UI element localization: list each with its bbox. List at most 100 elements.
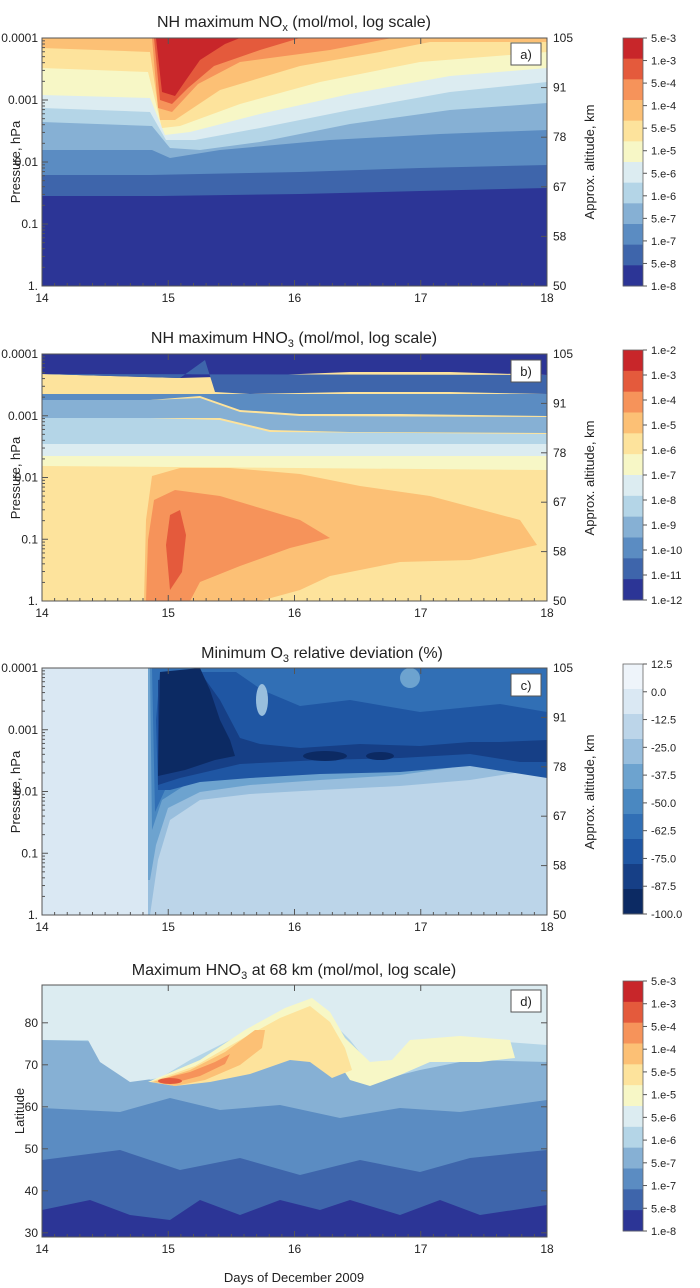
y-tick-label: 0.0001 bbox=[1, 347, 38, 361]
colorbar-segment bbox=[623, 516, 643, 538]
y2-tick-label: 91 bbox=[553, 396, 567, 410]
colorbar-segment bbox=[623, 1064, 643, 1086]
colorbar-tick-label: 1.e-3 bbox=[651, 56, 676, 68]
y2-tick-label: 50 bbox=[553, 279, 567, 293]
y-tick-label: 0.1 bbox=[21, 217, 38, 231]
panel-d-ticks: 14 15 16 17 18 30 40 50 60 70 80 bbox=[25, 985, 554, 1256]
x-tick-label: 16 bbox=[288, 920, 302, 934]
y2-tick-label: 50 bbox=[553, 908, 567, 922]
colorbar-segment bbox=[623, 558, 643, 580]
colorbar-tick-label: 5.e-5 bbox=[651, 123, 676, 135]
x-tick-label: 18 bbox=[540, 1242, 554, 1256]
panel-b: NH maximum HNO3 (mol/mol, log scale) b) … bbox=[1, 330, 597, 620]
panel-a-contours bbox=[42, 38, 547, 286]
x-tick-label: 16 bbox=[288, 606, 302, 620]
colorbar-tick-label: 1.e-7 bbox=[651, 470, 676, 482]
x-tick-label: 17 bbox=[414, 606, 428, 620]
contour-band bbox=[42, 668, 148, 915]
y-tick-label: 0.001 bbox=[8, 723, 38, 737]
x-tick-label: 16 bbox=[288, 1242, 302, 1256]
contour-band bbox=[42, 1200, 547, 1237]
colorbar-segment bbox=[623, 1126, 643, 1149]
colorbar-segment bbox=[623, 1022, 643, 1044]
colorbar-tick-label: 1.e-11 bbox=[651, 570, 681, 582]
colorbar-frame bbox=[622, 37, 644, 287]
contour-band bbox=[153, 1030, 265, 1086]
panel-c-ticks: 14 15 16 17 18 0.0001 0.001 0.01 0.1 1. 105 91 78 67 5… bbox=[1, 661, 573, 934]
colorbar-segment bbox=[623, 38, 643, 60]
y-tick-label: 0.001 bbox=[8, 409, 38, 423]
x-tick-label: 14 bbox=[35, 920, 49, 934]
contour-band bbox=[144, 468, 537, 601]
y2-tick-label: 105 bbox=[553, 31, 573, 45]
colorbar-a: 5.e-3 1.e-3 5.e-4 1.e-4 5.e-5 1.e-5 5.e-6 1.e-6… bbox=[622, 33, 676, 293]
colorbar-tick-label: 1.e-5 bbox=[651, 146, 676, 158]
colorbar-tick-label: 1.e-5 bbox=[651, 1090, 676, 1102]
y-tick-label: 60 bbox=[25, 1100, 39, 1114]
panel-d: Maximum HNO3 at 68 km (mol/mol, log scal… bbox=[12, 962, 554, 1285]
y2-tick-label: 78 bbox=[553, 760, 567, 774]
contour-band bbox=[166, 510, 186, 590]
y-axis-label: Pressure, hPa bbox=[8, 436, 23, 519]
x-tick-label: 14 bbox=[35, 291, 49, 305]
x-tick-label: 18 bbox=[540, 606, 554, 620]
y-tick-label: 0.1 bbox=[21, 846, 38, 860]
panel-d-title: Maximum HNO3 at 68 km (mol/mol, log scal… bbox=[132, 962, 456, 982]
colorbar-tick-label: -100.0 bbox=[651, 909, 682, 921]
colorbar-tick-label: 1.e-3 bbox=[651, 370, 676, 382]
panel-c-label: c) bbox=[510, 673, 542, 697]
contour-band bbox=[400, 668, 420, 688]
x-tick-label: 17 bbox=[414, 291, 428, 305]
colorbar-tick-label: -25.0 bbox=[651, 742, 676, 754]
panel-c-title: Minimum O3 relative deviation (%) bbox=[201, 645, 443, 665]
y2-axis-label: Approx. altitude, km bbox=[582, 105, 597, 220]
colorbar-tick-label: -50.0 bbox=[651, 798, 676, 810]
panel-a-ticks: 14 15 16 17 18 0.0001 0.001 0.01 0.1 1. 105 91 78 67 5… bbox=[1, 31, 573, 305]
y-tick-label: 1. bbox=[28, 594, 38, 608]
colorbar-segment bbox=[623, 1043, 643, 1065]
panel-d-contours bbox=[42, 985, 547, 1237]
colorbar-segment bbox=[623, 475, 643, 497]
colorbar-c: 12.5 0.0 -12.5 -25.0 -37.5 -50.0 -62.5 -75.0 -87… bbox=[622, 659, 682, 921]
x-tick-label: 14 bbox=[35, 606, 49, 620]
colorbar-segment bbox=[623, 495, 643, 518]
colorbar-segment bbox=[623, 265, 643, 287]
colorbar-tick-label: 1.e-8 bbox=[651, 281, 676, 293]
colorbar-tick-label: -75.0 bbox=[651, 853, 676, 865]
colorbar-tick-label: 1.e-7 bbox=[651, 1181, 676, 1193]
colorbar-segment bbox=[623, 789, 643, 815]
y2-tick-label: 78 bbox=[553, 446, 567, 460]
colorbar-tick-label: 5.e-8 bbox=[651, 1203, 676, 1215]
panel-b-ticks: 14 15 16 17 18 0.0001 0.001 0.01 0.1 1. 105 91 78 67 5… bbox=[1, 347, 573, 620]
colorbar-tick-label: 5.e-7 bbox=[651, 213, 676, 225]
contour-band bbox=[158, 1078, 182, 1084]
y-tick-label: 30 bbox=[25, 1226, 39, 1240]
x-tick-label: 17 bbox=[414, 1242, 428, 1256]
y-tick-label: 40 bbox=[25, 1184, 39, 1198]
y-tick-label: 0.0001 bbox=[1, 31, 38, 45]
colorbar-segment bbox=[623, 141, 643, 163]
y-tick-label: 1. bbox=[28, 279, 38, 293]
colorbar-b: 1.e-2 1.e-3 1.e-4 1.e-5 1.e-6 1.e-7 1.e-8 1.e-9… bbox=[622, 345, 682, 607]
colorbar-tick-label: 1.e-10 bbox=[651, 545, 682, 557]
x-tick-label: 18 bbox=[540, 920, 554, 934]
colorbar-tick-label: 5.e-4 bbox=[651, 78, 676, 90]
panel-a-label: a) bbox=[510, 42, 542, 66]
x-tick-label: 15 bbox=[162, 1242, 176, 1256]
y-axis-label: Pressure, hPa bbox=[8, 750, 23, 833]
colorbar-tick-label: 1.e-5 bbox=[651, 420, 676, 432]
contour-band bbox=[42, 418, 547, 444]
colorbar-segment bbox=[623, 100, 643, 122]
colorbar-tick-label: 1.e-9 bbox=[651, 520, 676, 532]
panel-a-title: NH maximum NOx (mol/mol, log scale) bbox=[157, 14, 431, 34]
colorbar-segment bbox=[623, 203, 643, 225]
colorbar-segment bbox=[623, 58, 643, 80]
panel-label: b) bbox=[520, 364, 532, 379]
y-axis-label: Latitude bbox=[12, 1088, 27, 1134]
contour-band bbox=[256, 684, 268, 716]
colorbar-tick-label: 5.e-8 bbox=[651, 258, 676, 270]
panel-b-label: b) bbox=[510, 359, 542, 383]
colorbar-segment bbox=[623, 1210, 643, 1232]
x-tick-label: 17 bbox=[414, 920, 428, 934]
